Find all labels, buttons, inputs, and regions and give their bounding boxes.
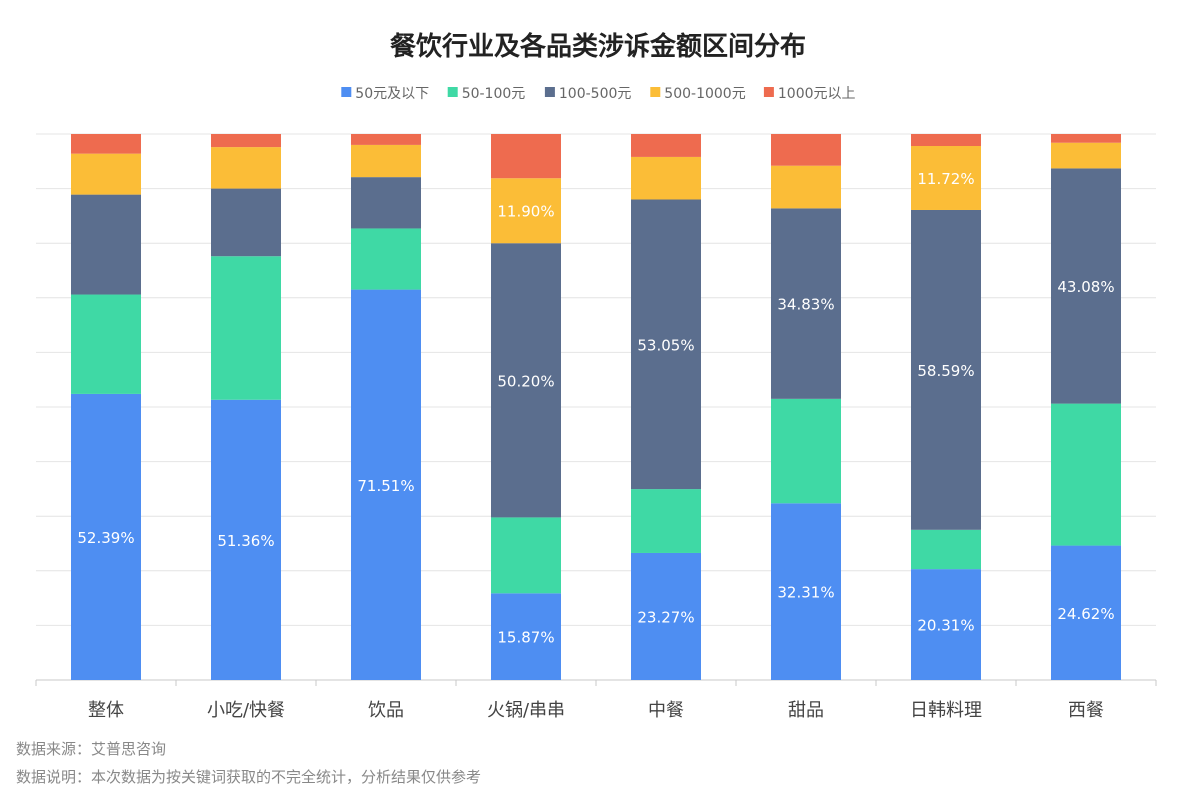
legend-item[interactable]: 50-100元 (447, 86, 526, 102)
legend-label: 500-1000元 (664, 86, 745, 102)
data-label: 32.31% (777, 584, 834, 602)
data-label: 34.83% (777, 296, 834, 314)
bar-segment[interactable] (771, 134, 841, 166)
bar-segment[interactable] (1051, 134, 1121, 143)
bar-segment[interactable] (71, 194, 141, 295)
legend-label: 100-500元 (559, 86, 632, 102)
bar-segment[interactable] (911, 146, 981, 210)
bar-segment[interactable] (491, 178, 561, 244)
data-label: 52.39% (77, 529, 134, 547)
legend-item[interactable]: 1000元以上 (763, 86, 856, 102)
bar-segment[interactable] (71, 153, 141, 195)
bar-stack: 52.39% (71, 134, 141, 680)
bar-segment[interactable] (1051, 545, 1121, 680)
data-label: 11.72% (917, 170, 974, 188)
legend-swatch (341, 87, 352, 97)
bar-segment[interactable] (631, 199, 701, 490)
data-label: 58.59% (917, 362, 974, 380)
data-label: 51.36% (217, 532, 274, 550)
legend-swatch (447, 87, 458, 97)
x-tick-label: 整体 (88, 700, 124, 721)
bar-segment[interactable] (1051, 142, 1121, 169)
bar-segment[interactable] (351, 289, 421, 680)
bar-segment[interactable] (1051, 403, 1121, 546)
legend-swatch (544, 87, 555, 97)
legend-swatch (763, 87, 774, 97)
bar-segment[interactable] (71, 294, 141, 394)
bars: 52.39% 51.36% 71.51% 15.87% 50.20% 11.90% 23.2… (71, 134, 1121, 680)
bar-segment[interactable] (911, 209, 981, 530)
bar-segment[interactable] (771, 208, 841, 399)
x-tick-label: 西餐 (1068, 700, 1104, 721)
bar-stack: 15.87% 50.20% 11.90% (491, 134, 561, 680)
bar-stack: 51.36% (211, 134, 281, 680)
x-tick-label: 小吃/快餐 (207, 700, 285, 721)
bar-segment[interactable] (771, 503, 841, 680)
bar-stack: 24.62% 43.08% (1051, 134, 1121, 680)
bar-stack: 32.31% 34.83% (771, 134, 841, 680)
bar-segment[interactable] (211, 147, 281, 189)
bar-segment[interactable] (71, 134, 141, 154)
data-source-note: 数据来源：艾普思咨询 (16, 740, 167, 758)
gridlines (36, 133, 1156, 681)
bar-segment[interactable] (211, 188, 281, 257)
bar-segment[interactable] (211, 134, 281, 148)
bar-segment[interactable] (771, 398, 841, 504)
legend-item[interactable]: 500-1000元 (650, 86, 746, 102)
bar-segment[interactable] (211, 399, 281, 680)
x-tick-label: 日韩料理 (910, 700, 982, 721)
bar-segment[interactable] (911, 134, 981, 147)
x-tick-label: 甜品 (788, 700, 824, 721)
bar-segment[interactable] (631, 134, 701, 157)
x-axis: 整体 小吃/快餐 饮品 火锅/串串 中餐 甜品 日韩料理 西餐 (35, 680, 1157, 721)
bar-segment[interactable] (631, 156, 701, 200)
bar-segment[interactable] (631, 489, 701, 553)
chart-title: 餐饮行业及各品类涉诉金额区间分布 (390, 31, 806, 62)
bar-stack: 71.51% (351, 134, 421, 680)
legend-label: 50元及以下 (355, 86, 429, 102)
bar-segment[interactable] (351, 228, 421, 290)
data-description-note: 数据说明：本次数据为按关键词获取的不完全统计，分析结果仅供参考 (16, 768, 482, 786)
bar-segment[interactable] (351, 144, 421, 178)
legend-item[interactable]: 50元及以下 (341, 86, 429, 102)
x-tick-label: 火锅/串串 (487, 700, 565, 721)
chart: 餐饮行业及各品类涉诉金额区间分布 50元及以下 50-100元 100-500元 50… (35, 31, 1157, 721)
bar-segment[interactable] (911, 529, 981, 570)
data-label: 15.87% (497, 629, 554, 647)
data-label: 11.90% (497, 203, 554, 221)
legend-label: 50-100元 (462, 86, 526, 102)
legend-item[interactable]: 100-500元 (544, 86, 632, 102)
data-label: 53.05% (637, 336, 694, 354)
bar-segment[interactable] (911, 569, 981, 680)
bar-segment[interactable] (771, 165, 841, 209)
bar-segment[interactable] (211, 256, 281, 400)
x-tick-label: 饮品 (368, 700, 404, 721)
x-tick-label: 中餐 (648, 700, 684, 721)
bar-segment[interactable] (491, 243, 561, 518)
data-label: 24.62% (1057, 605, 1114, 623)
bar-segment[interactable] (491, 134, 561, 179)
data-label: 23.27% (637, 608, 694, 626)
legend-swatch (650, 87, 661, 97)
data-label: 71.51% (357, 477, 414, 495)
data-label: 50.20% (497, 372, 554, 390)
data-label: 20.31% (917, 617, 974, 635)
bar-segment[interactable] (631, 552, 701, 680)
bar-segment[interactable] (491, 593, 561, 680)
bar-segment[interactable] (351, 177, 421, 229)
legend: 50元及以下 50-100元 100-500元 500-1000元 1000元以上 (341, 86, 856, 102)
data-label: 43.08% (1057, 278, 1114, 296)
bar-segment[interactable] (71, 393, 141, 680)
bar-stack: 23.27% 53.05% (631, 134, 701, 680)
legend-label: 1000元以上 (778, 86, 856, 102)
bar-stack: 20.31% 58.59% 11.72% (911, 134, 981, 680)
bar-segment[interactable] (1051, 168, 1121, 404)
bar-segment[interactable] (491, 517, 561, 594)
bar-segment[interactable] (351, 134, 421, 145)
